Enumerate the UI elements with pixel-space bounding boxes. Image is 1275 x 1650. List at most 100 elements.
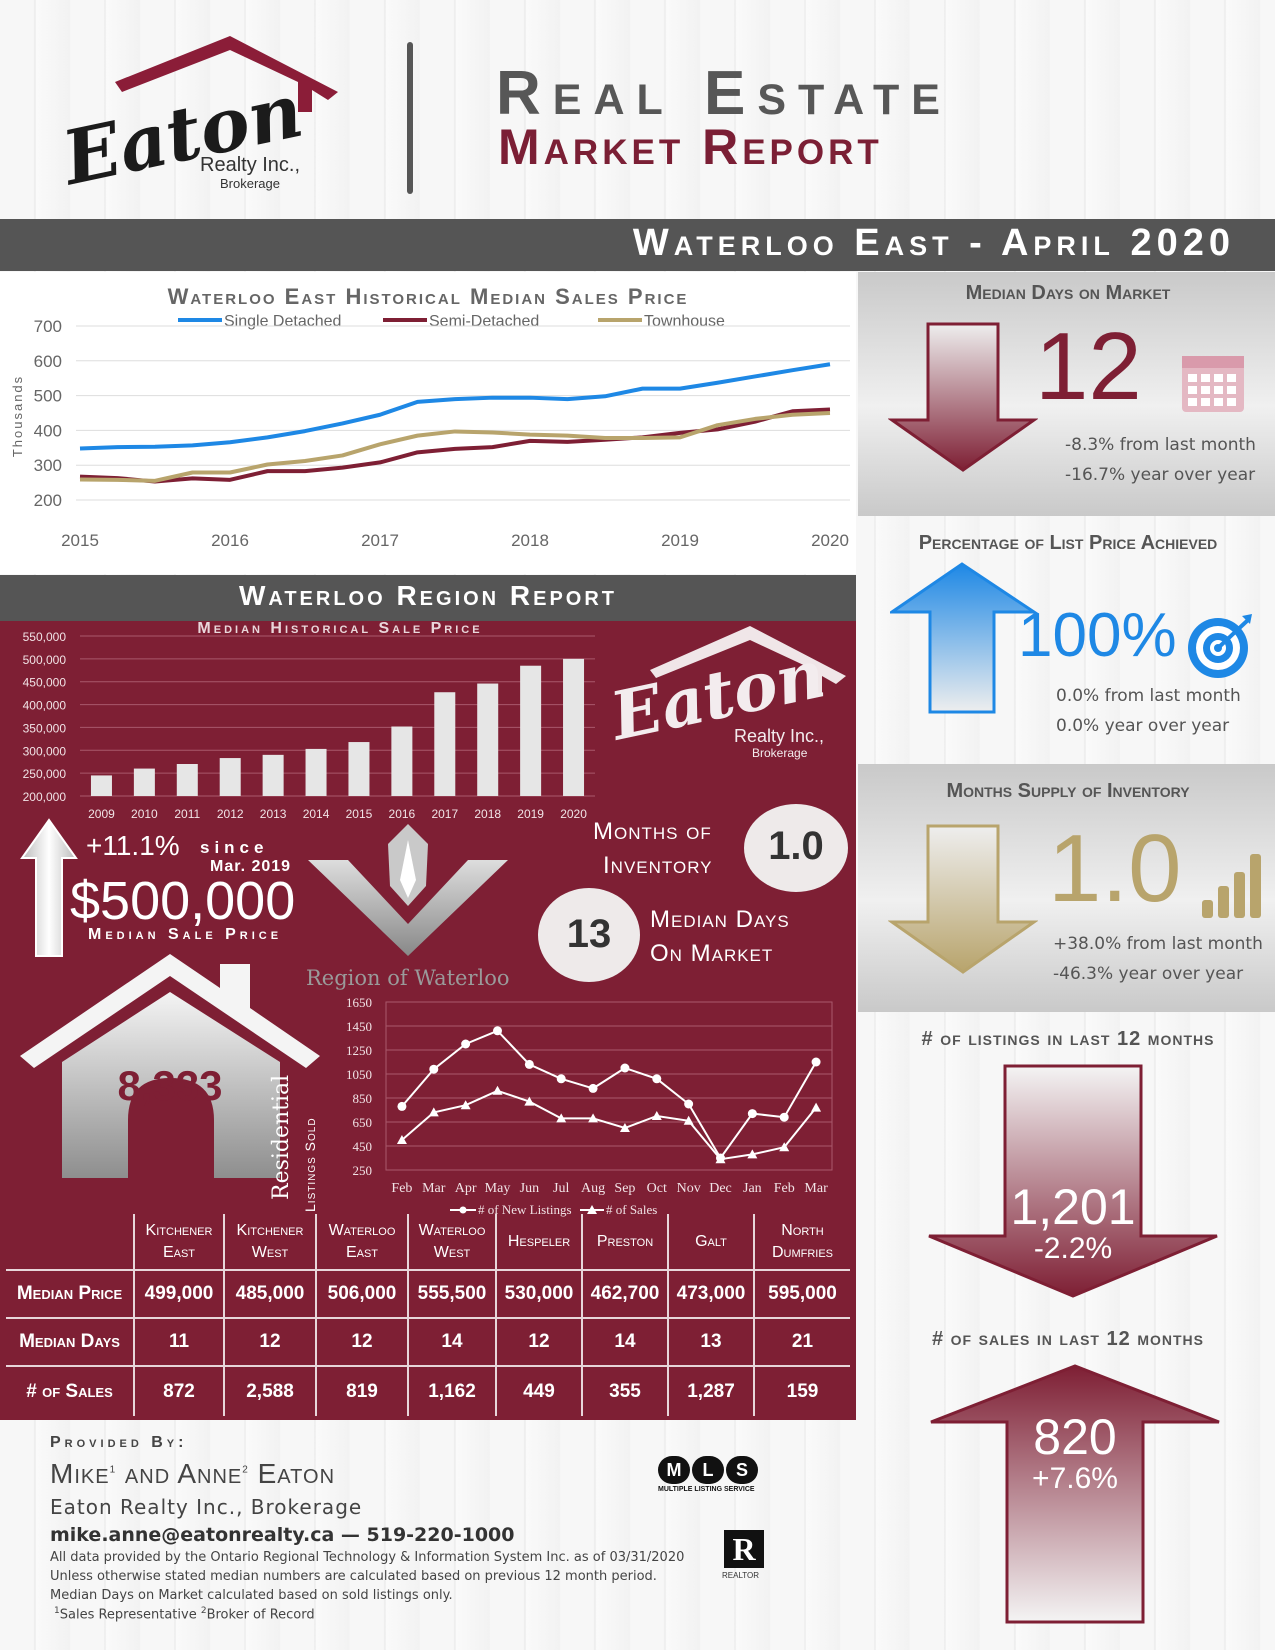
plot-area bbox=[385, 1001, 833, 1171]
company-name: Eaton Realty Inc., Brokerage bbox=[50, 1495, 363, 1519]
data-point bbox=[556, 1113, 567, 1123]
region-of-waterloo-logo bbox=[308, 824, 508, 956]
list-price-title: Percentage of List Price Achieved bbox=[918, 532, 1218, 554]
data-point bbox=[651, 1111, 662, 1120]
x-tick-label: 2018 bbox=[511, 531, 549, 550]
table-cell: 14 bbox=[582, 1317, 669, 1366]
col-header: Galt bbox=[668, 1214, 755, 1270]
mls-letter-m: M bbox=[658, 1456, 690, 1484]
table-cell: 159 bbox=[754, 1365, 850, 1416]
report-title-line2: Market Report bbox=[498, 119, 883, 175]
listings-sold-axis-label1: Residential bbox=[269, 1074, 294, 1200]
x-tick-label: 2020 bbox=[811, 531, 849, 550]
eaton-logo-white-roof bbox=[650, 626, 846, 694]
table-cell: 449 bbox=[496, 1365, 583, 1416]
y-tick-label: 300,000 bbox=[23, 744, 67, 758]
bar bbox=[391, 726, 413, 796]
x-tick-label: 2009 bbox=[88, 807, 115, 821]
days-on-market-value: 12 bbox=[1035, 313, 1142, 420]
bar bbox=[133, 768, 155, 796]
data-point bbox=[747, 1109, 757, 1119]
region-title: Waterloo East - April 2020 bbox=[632, 222, 1235, 264]
agent-names: Mike1 and Anne2 Eaton bbox=[50, 1458, 336, 1489]
table-cell: 530,000 bbox=[496, 1269, 583, 1318]
data-point bbox=[683, 1115, 694, 1125]
mls-logo: M L S MULTIPLE LISTING SERVICE bbox=[658, 1456, 762, 1493]
eaton-logo: Eaton Realty Inc., Brokerage bbox=[56, 30, 350, 202]
y-tick-label: 500 bbox=[34, 387, 62, 406]
table-cell: 11 bbox=[134, 1317, 225, 1366]
legend-label: # of Sales bbox=[606, 1202, 657, 1217]
listings-title: # of listings in last 12 months bbox=[921, 1028, 1215, 1050]
legend-label: Semi-Detached bbox=[429, 313, 539, 330]
data-point bbox=[429, 1064, 439, 1074]
table-cell: 14 bbox=[408, 1317, 497, 1366]
row-label: Median Days bbox=[6, 1317, 135, 1366]
x-tick-label: 2019 bbox=[517, 807, 544, 821]
table-cell: 473,000 bbox=[668, 1269, 755, 1318]
y-tick-label: 700 bbox=[34, 317, 62, 336]
historical-chart-title: Waterloo East Historical Median Sales Pr… bbox=[167, 284, 689, 309]
x-tick-label: Oct bbox=[647, 1181, 667, 1196]
footnote-days: Median Days on Market calculated based o… bbox=[50, 1588, 453, 1603]
days-on-market-title: Median Days on Market bbox=[965, 282, 1171, 304]
down-arrow-gold-icon bbox=[888, 824, 1038, 974]
x-tick-label: 2020 bbox=[560, 807, 587, 821]
table-cell: 872 bbox=[134, 1365, 225, 1416]
bar bbox=[176, 764, 198, 796]
bar bbox=[563, 658, 585, 796]
region-title-bar bbox=[0, 219, 1275, 271]
up-arrow-white-icon bbox=[20, 818, 78, 957]
table-cell: 595,000 bbox=[754, 1269, 850, 1318]
y-tick-label: 1650 bbox=[346, 996, 372, 1010]
sales-title: # of sales in last 12 months bbox=[931, 1328, 1205, 1350]
data-point bbox=[652, 1074, 662, 1084]
data-point bbox=[620, 1063, 630, 1073]
bar bbox=[477, 683, 499, 796]
months-inventory-bubble bbox=[744, 804, 848, 892]
y-tick-label: 450,000 bbox=[23, 676, 67, 690]
x-tick-label: 2016 bbox=[389, 807, 416, 821]
contact-info[interactable]: mike.anne@eatonrealty.ca — 519-220-1000 bbox=[50, 1524, 515, 1546]
y-tick-label: 850 bbox=[353, 1091, 373, 1106]
x-tick-label: 2016 bbox=[211, 531, 249, 550]
legend-label: Single Detached bbox=[224, 313, 341, 330]
col-header: Kitchener West bbox=[224, 1214, 317, 1270]
supply-monthly: +38.0% from last month bbox=[1053, 934, 1263, 954]
mls-sub: MULTIPLE LISTING SERVICE bbox=[658, 1486, 755, 1493]
sales-value: 820 bbox=[1033, 1409, 1117, 1465]
listings-change: -2.2% bbox=[1033, 1232, 1113, 1265]
days-on-market-yearly: -16.7% year over year bbox=[1065, 465, 1256, 485]
col-header: Waterloo East bbox=[316, 1214, 409, 1270]
median-days-value: 13 bbox=[566, 912, 612, 956]
median-sale-price-value: $500,000 bbox=[70, 871, 296, 931]
table-cell: 2,588 bbox=[224, 1365, 317, 1416]
data-point bbox=[493, 1026, 502, 1036]
table-cell: 485,000 bbox=[224, 1269, 317, 1318]
x-tick-label: Feb bbox=[774, 1181, 795, 1196]
x-tick-label: Mar bbox=[422, 1181, 446, 1196]
series-line-2 bbox=[79, 411, 831, 483]
y-tick-label: 650 bbox=[353, 1115, 373, 1130]
historical-line-chart: Single Detached Semi-Detached Townhouse 700… bbox=[10, 313, 850, 550]
data-point bbox=[461, 1039, 471, 1049]
realtor-logo: R bbox=[724, 1530, 764, 1568]
supply-value: 1.0 bbox=[1048, 815, 1182, 922]
region-report-bar bbox=[0, 575, 856, 621]
price-increase: +11.1% bbox=[86, 830, 180, 861]
historical-chart-panel bbox=[0, 272, 856, 574]
table-cell: 1,287 bbox=[668, 1365, 755, 1416]
listings-value: 1,201 bbox=[1010, 1179, 1136, 1235]
legend-marker-1 bbox=[587, 1205, 597, 1214]
listings-sold-value: 8,333 bbox=[117, 1062, 223, 1109]
x-tick-label: Sep bbox=[614, 1181, 635, 1196]
mls-letter-s: S bbox=[726, 1456, 758, 1484]
series-line-1 bbox=[401, 1089, 817, 1161]
realtor-label: REALTOR bbox=[722, 1571, 760, 1580]
residential-listings-line-chart: 1650 1450 1250 1050 850 650 450 250 Feb Mar Apr May… bbox=[346, 996, 833, 1217]
months-inventory-value: 1.0 bbox=[768, 824, 824, 868]
x-tick-label: Mar bbox=[804, 1181, 828, 1196]
mls-letter-l: L bbox=[692, 1456, 724, 1484]
city-stats-table: Kitchener East Kitchener West Waterloo East… bbox=[6, 1214, 850, 1416]
x-tick-label: 2017 bbox=[431, 807, 458, 821]
